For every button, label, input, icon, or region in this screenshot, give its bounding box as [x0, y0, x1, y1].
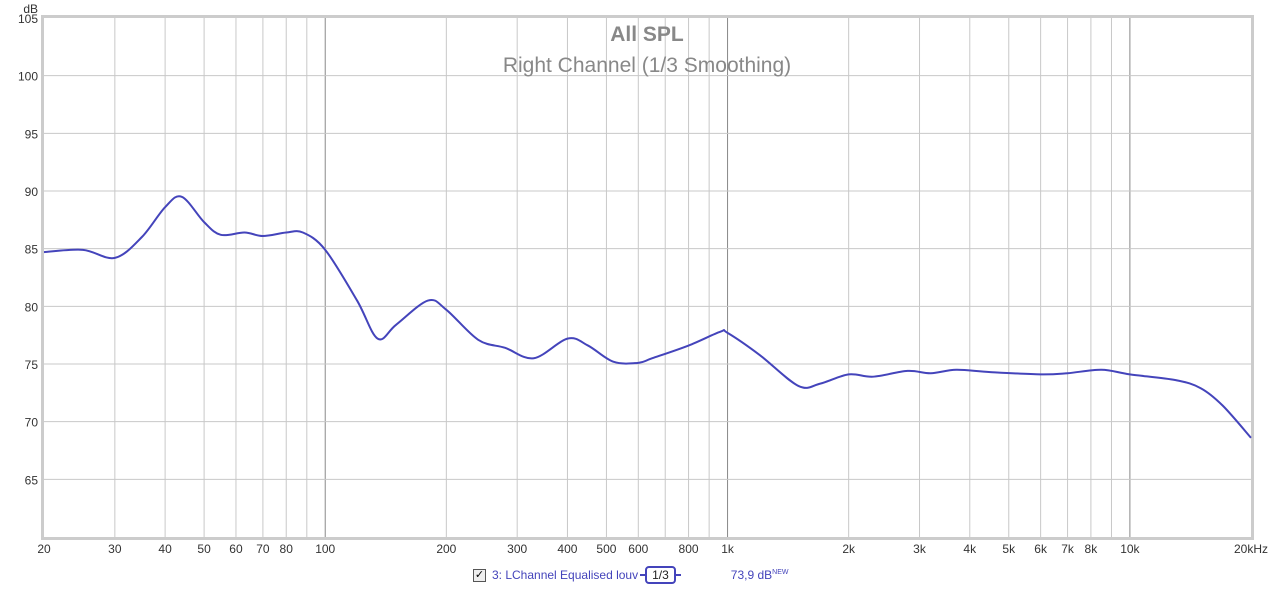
x-tick-label: 2k — [842, 542, 856, 556]
x-tick-label: 1k — [721, 542, 735, 556]
y-axis-label: dB — [23, 2, 38, 16]
x-tick-label: 500 — [596, 542, 616, 556]
x-tick-label: 20kHz — [1234, 542, 1268, 556]
x-tick-label: 60 — [229, 542, 243, 556]
smoothing-selector[interactable]: 1/3 — [640, 566, 681, 584]
y-tick-label: 65 — [25, 473, 39, 487]
smoothing-value[interactable]: 1/3 — [645, 566, 676, 584]
x-tick-label: 70 — [256, 542, 270, 556]
series-visibility-checkbox[interactable]: ✓ — [473, 568, 486, 582]
x-tick-label: 10k — [1120, 542, 1140, 556]
x-tick-label: 3k — [913, 542, 927, 556]
x-tick-label: 4k — [963, 542, 977, 556]
x-tick-label: 5k — [1002, 542, 1016, 556]
series-line — [43, 195, 1252, 439]
y-tick-label: 75 — [25, 358, 39, 372]
y-tick-label: 105 — [18, 12, 38, 26]
legend: ✓ 3: LChannel Equalised louv 1/3 73,9 dB… — [473, 566, 789, 584]
x-tick-label: 20 — [37, 542, 51, 556]
y-tick-label: 70 — [25, 416, 39, 430]
x-tick-label: 100 — [315, 542, 335, 556]
y-tick-label: 95 — [25, 127, 39, 141]
y-tick-label: 100 — [18, 70, 38, 84]
y-tick-label: 90 — [25, 185, 39, 199]
cursor-value: 73,9 dBNEW — [731, 568, 789, 582]
chart-subtitle: Right Channel (1/3 Smoothing) — [503, 54, 791, 77]
y-tick-label: 85 — [25, 243, 39, 257]
x-tick-label: 7k — [1061, 542, 1075, 556]
series-label[interactable]: 3: LChannel Equalised louv — [492, 568, 639, 582]
plot-area — [44, 18, 1251, 537]
x-tick-label: 80 — [280, 542, 294, 556]
new-badge: NEW — [772, 569, 789, 576]
cursor-value-text: 73,9 dB — [730, 568, 773, 582]
x-tick-label: 400 — [557, 542, 577, 556]
x-tick-label: 8k — [1085, 542, 1099, 556]
line-swatch — [640, 574, 646, 576]
x-tick-label: 800 — [679, 542, 699, 556]
line-swatch — [675, 574, 681, 576]
x-tick-label: 50 — [197, 542, 211, 556]
x-tick-label: 200 — [436, 542, 456, 556]
x-tick-label: 600 — [628, 542, 648, 556]
x-tick-label: 40 — [158, 542, 172, 556]
x-tick-label: 30 — [108, 542, 122, 556]
y-tick-label: 80 — [25, 300, 39, 314]
x-tick-label: 6k — [1034, 542, 1048, 556]
chart-title: All SPL — [610, 23, 684, 46]
x-tick-label: 300 — [507, 542, 527, 556]
